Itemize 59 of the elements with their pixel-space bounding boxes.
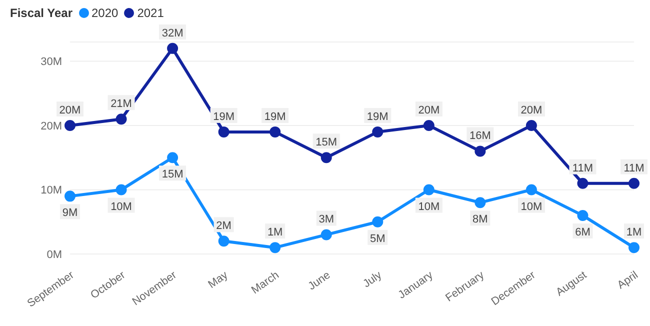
data-label: 10M — [520, 200, 542, 213]
point — [64, 120, 76, 132]
data-label: 6M — [575, 226, 590, 238]
point — [577, 210, 588, 221]
data-label: 16M — [469, 130, 491, 142]
point — [372, 216, 384, 228]
point — [116, 184, 127, 196]
point — [270, 242, 281, 254]
point — [474, 146, 486, 157]
point — [320, 229, 332, 240]
data-label: 32M — [162, 27, 184, 40]
data-label: 3M — [318, 214, 334, 226]
data-label: 20M — [418, 104, 440, 117]
x-tick-label: May — [206, 268, 231, 291]
legend-title: Fiscal Year — [10, 6, 72, 20]
data-label: 5M — [370, 232, 386, 245]
data-label: 11M — [624, 162, 644, 174]
data-label: 1M — [626, 226, 642, 239]
point — [218, 126, 230, 138]
y-tick-label: 30M — [40, 56, 62, 68]
data-label: 19M — [366, 110, 388, 123]
y-tick-label: 10M — [40, 184, 62, 197]
point — [628, 178, 640, 189]
data-label: 11M — [572, 162, 594, 174]
data-label: 10M — [418, 200, 440, 213]
data-label: 19M — [213, 110, 235, 123]
point — [474, 197, 486, 208]
data-label: 15M — [316, 136, 338, 149]
data-label: 9M — [62, 207, 78, 220]
data-label: 19M — [264, 110, 286, 123]
data-label: 20M — [59, 104, 81, 117]
point — [423, 120, 434, 132]
data-label: 15M — [162, 168, 184, 181]
x-tick-label: July — [361, 268, 384, 290]
legend-label: 2021 — [136, 6, 164, 20]
data-label: 2M — [216, 220, 232, 232]
data-label: 1M — [267, 226, 283, 239]
data-label: 8M — [472, 214, 488, 226]
y-tick-label: 20M — [40, 120, 62, 132]
point — [116, 114, 127, 125]
x-tick-label: April — [615, 269, 640, 292]
point — [526, 120, 537, 132]
point — [577, 178, 588, 189]
point — [270, 126, 281, 138]
point — [64, 190, 76, 202]
x-tick-label: June — [306, 269, 333, 293]
point — [372, 126, 384, 138]
data-label: 21M — [110, 98, 132, 110]
legend-label: 2020 — [90, 6, 118, 20]
point — [423, 184, 434, 196]
point — [628, 242, 640, 254]
point — [218, 236, 230, 247]
point — [167, 42, 178, 54]
data-label: 10M — [110, 200, 132, 213]
point — [526, 184, 537, 196]
y-tick-label: 0M — [46, 248, 62, 261]
point — [167, 152, 178, 164]
point — [320, 152, 332, 164]
data-label: 20M — [520, 104, 542, 117]
